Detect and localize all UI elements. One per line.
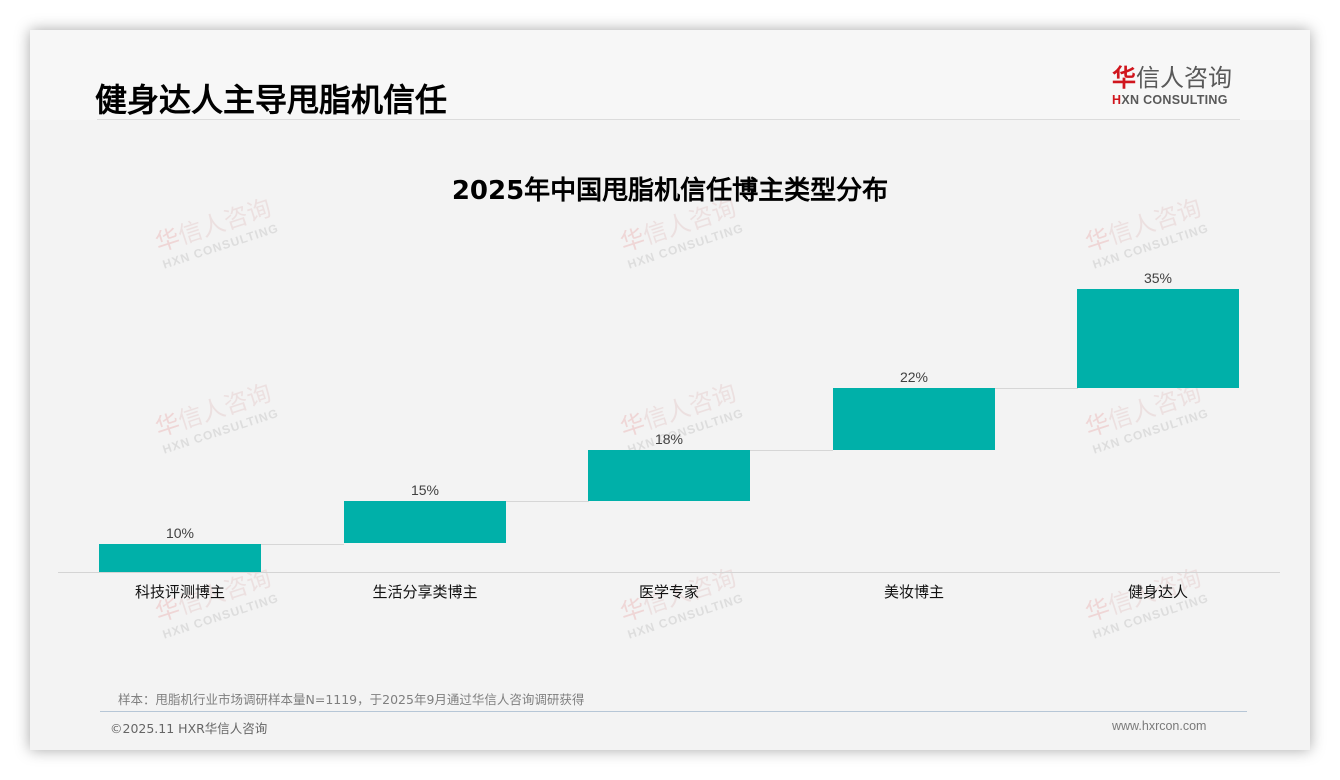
- bar: [833, 388, 995, 450]
- copyright: ©2025.11 HXR华信人咨询: [110, 721, 268, 736]
- bar-value-label: 15%: [410, 482, 440, 498]
- page-title: 健身达人主导甩脂机信任: [95, 81, 448, 119]
- header-divider: [97, 119, 1240, 120]
- bar: [1077, 289, 1239, 388]
- slide: 华信人咨询 HXN CONSULTING 华信人咨询 HXN CONSULTING 华信…: [30, 30, 1310, 750]
- category-label: 科技评测博主: [134, 583, 225, 601]
- category-label: 健身达人: [1127, 583, 1188, 601]
- connector-line: [261, 544, 344, 545]
- logo-en: HXN CONSULTING: [1112, 93, 1228, 107]
- bar-value-label: 10%: [165, 525, 195, 541]
- bar-value-label: 22%: [899, 369, 929, 385]
- category-label: 生活分享类博主: [372, 583, 478, 601]
- brand-logo: 华信人咨询 HXN CONSULTING: [1112, 64, 1242, 107]
- category-label: 美妆博主: [883, 583, 944, 601]
- bar: [99, 544, 261, 572]
- x-axis-line: [58, 572, 1280, 573]
- website-link[interactable]: www.hxrcon.com: [1112, 719, 1207, 733]
- source-note: 样本：甩脂机行业市场调研样本量N=1119，于2025年9月通过华信人咨询调研获…: [118, 692, 585, 707]
- slide-header: [30, 30, 1310, 120]
- footer-divider: [100, 711, 1247, 712]
- bar-value-label: 35%: [1143, 270, 1173, 286]
- bar: [588, 450, 750, 501]
- connector-line: [506, 501, 589, 502]
- bar: [344, 501, 506, 543]
- connector-line: [750, 450, 833, 451]
- category-label: 医学专家: [638, 583, 699, 601]
- bar-value-label: 18%: [654, 431, 684, 447]
- chart-title: 2025年中国甩脂机信任博主类型分布: [451, 176, 889, 206]
- waterfall-chart: 10% 科技评测博主 15% 生活分享类博主 18% 医学专家 22% 美妆博主 35% 健身达人: [30, 30, 1310, 750]
- logo-cn: 华信人咨询: [1112, 64, 1232, 92]
- connector-line: [995, 388, 1078, 389]
